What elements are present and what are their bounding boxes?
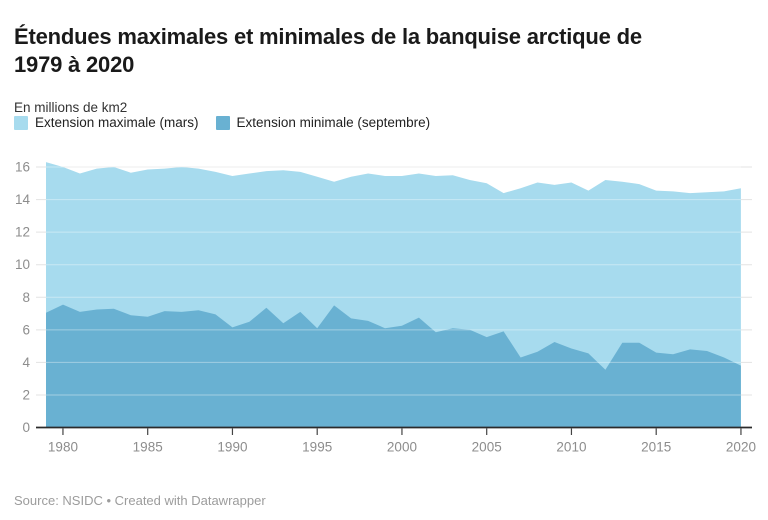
svg-text:2: 2 bbox=[22, 387, 30, 402]
svg-text:1990: 1990 bbox=[217, 440, 247, 455]
svg-text:1985: 1985 bbox=[133, 440, 163, 455]
svg-text:8: 8 bbox=[22, 290, 30, 305]
title-line-2: 1979 à 2020 bbox=[14, 51, 135, 77]
chart-subtitle: En millions de km2 bbox=[14, 99, 128, 115]
svg-text:1995: 1995 bbox=[302, 440, 332, 455]
svg-text:1980: 1980 bbox=[48, 440, 78, 455]
svg-text:2000: 2000 bbox=[387, 440, 417, 455]
legend: Extension maximale (mars) Extension mini… bbox=[14, 115, 430, 130]
svg-text:16: 16 bbox=[15, 160, 30, 175]
svg-text:6: 6 bbox=[22, 322, 30, 337]
title-line-1: Étendues maximales et minimales de la ba… bbox=[14, 23, 642, 49]
area-chart[interactable]: 1980 1985 1990 1995 2000 2005 2010 2015 2020 0 2 4 6… bbox=[0, 150, 768, 462]
svg-text:0: 0 bbox=[22, 420, 30, 435]
legend-swatch-max bbox=[14, 115, 28, 130]
svg-text:2015: 2015 bbox=[641, 440, 671, 455]
svg-text:14: 14 bbox=[15, 192, 31, 207]
source-note: Source: NSIDC • Created with Datawrapper bbox=[14, 493, 266, 508]
svg-text:2020: 2020 bbox=[726, 440, 756, 455]
area-chart-plot[interactable]: 1980 1985 1990 1995 2000 2005 2010 2015 2020 0 2 4 6… bbox=[0, 150, 768, 462]
svg-text:2005: 2005 bbox=[472, 440, 502, 455]
legend-label-max: Extension maximale (mars) bbox=[35, 115, 199, 130]
legend-item-max: Extension maximale (mars) bbox=[14, 115, 199, 130]
legend-swatch-min bbox=[215, 115, 230, 130]
legend-label-min: Extension minimale (septembre) bbox=[236, 115, 431, 130]
legend-item-min: Extension minimale (septembre) bbox=[215, 115, 431, 130]
page-title: Étendues maximales et minimales de la ba… bbox=[14, 23, 756, 79]
svg-text:2010: 2010 bbox=[556, 440, 586, 455]
svg-text:4: 4 bbox=[22, 355, 30, 370]
svg-text:10: 10 bbox=[15, 257, 30, 272]
svg-text:12: 12 bbox=[15, 225, 30, 240]
